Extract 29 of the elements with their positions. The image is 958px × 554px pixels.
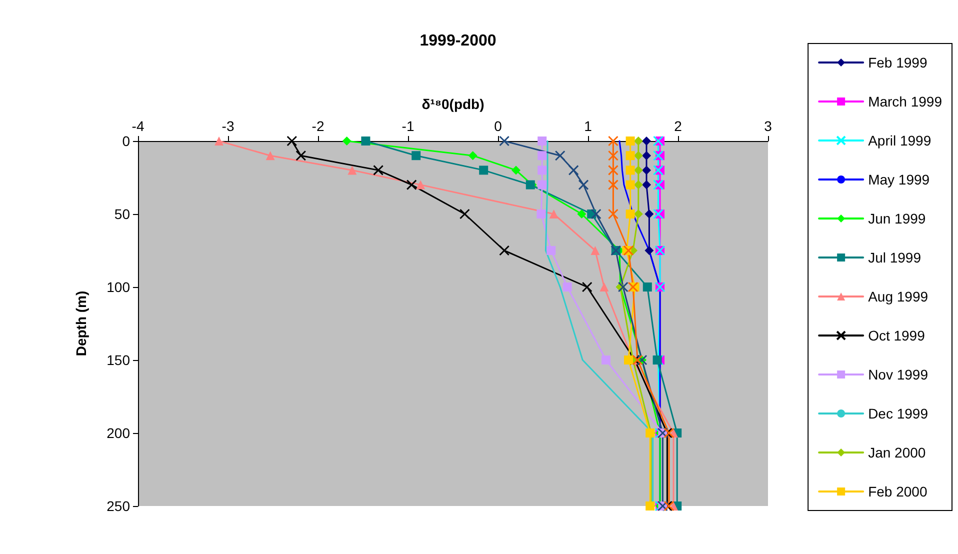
legend-label: Feb 1999 [868,54,928,70]
chart-title: 1999-2000 [420,32,496,50]
legend-label: Feb 2000 [868,484,928,500]
legend-label: May 1999 [868,172,930,188]
x-tick-label: -1 [402,118,414,134]
x-axis-title: δ¹⁸0(pdb) [422,96,484,112]
legend-label: Nov 1999 [868,366,928,382]
y-tick-label: 250 [106,498,130,514]
y-axis-title: Depth (m) [73,290,89,356]
legend-label: March 1999 [868,94,942,110]
y-tick-label: 100 [106,279,130,295]
y-tick-label: 150 [106,352,130,368]
y-tick-label: 50 [114,206,130,222]
x-tick-label: 1 [584,118,592,134]
legend-label: Dec 1999 [868,406,928,422]
x-tick-label: -2 [312,118,324,134]
legend-label: Oct 1999 [868,328,926,344]
legend-label: Aug 1999 [868,288,928,304]
x-tick-label: 3 [764,118,772,134]
x-tick-label: -3 [222,118,234,134]
y-tick-label: 0 [122,133,130,149]
legend-label: Jun 1999 [868,210,926,226]
x-tick-label: 2 [674,118,682,134]
legend-label: Jul 1999 [868,250,922,266]
x-tick-label: 0 [494,118,502,134]
legend-label: April 1999 [868,132,932,148]
y-tick-label: 200 [106,425,130,441]
x-tick-label: -4 [132,118,144,134]
legend-label: Jan 2000 [868,444,926,460]
